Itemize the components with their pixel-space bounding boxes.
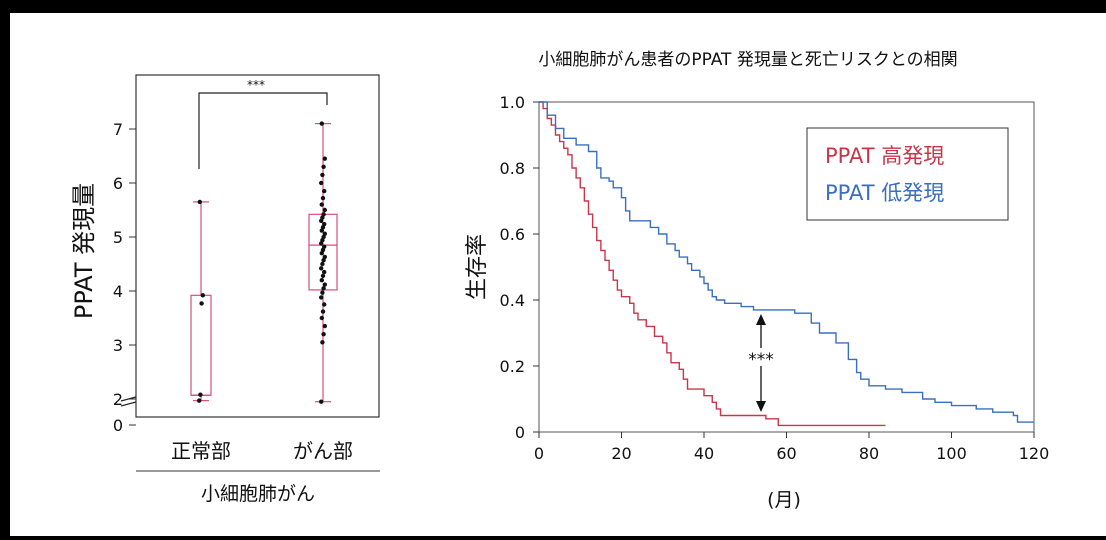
y-tick-label: 0 — [515, 423, 525, 442]
x-tick-label: 60 — [776, 444, 796, 463]
y-tick-label: 0.4 — [500, 291, 525, 310]
arrow-head-down — [756, 401, 766, 412]
legend-entry-high: PPAT 高発現 — [825, 144, 944, 168]
data-point — [322, 156, 327, 161]
data-point — [321, 212, 326, 217]
boxplot-y-tick-label: 0 — [113, 416, 123, 435]
data-point — [319, 278, 324, 283]
data-point — [322, 254, 327, 260]
annotation-bg — [742, 348, 780, 366]
data-point — [319, 121, 324, 126]
boxplot-y-axis: 0 2 3 4 5 6 7 — [113, 120, 136, 435]
data-point — [319, 399, 324, 404]
survival-curves — [539, 101, 1034, 427]
data-point — [322, 282, 327, 287]
legend-entry-low: PPAT 低発現 — [825, 181, 944, 205]
boxplot-y-tick-label: 6 — [113, 174, 123, 193]
data-point — [197, 199, 202, 205]
difference-arrow: *** — [742, 314, 780, 412]
boxplot-y-tick-label: 3 — [113, 336, 123, 355]
survival-x-label: (月) — [767, 489, 801, 511]
boxplot-plot-area — [135, 74, 380, 418]
data-point — [319, 202, 324, 207]
y-tick-label: 0.8 — [500, 159, 525, 178]
boxplot-category-label: 正常部 — [171, 439, 231, 463]
data-point — [322, 323, 327, 329]
series-line-low — [539, 101, 1034, 423]
boxplot-y-tick-label: 7 — [113, 120, 123, 139]
survival-axes: 0 20 40 60 80 100 120 0 0.2 0.4 0.6 0.8 1.0 — [500, 93, 1050, 463]
survival-chart: 小細胞肺がん患者のPPAT 発現量と死亡リスクとの相関 0 20 40 60 80 100… — [465, 50, 1049, 511]
data-point — [322, 269, 327, 275]
data-point — [321, 286, 326, 291]
data-point — [320, 273, 326, 279]
boxplot-y-label: PPAT 発現量 — [70, 183, 98, 319]
axis-break-mark — [120, 396, 137, 407]
boxplot-category-label: がん部 — [293, 439, 353, 463]
significance-stars: *** — [247, 78, 265, 92]
legend: PPAT 高発現 PPAT 低発現 — [806, 127, 1009, 221]
data-point — [322, 207, 327, 213]
data-point — [322, 188, 327, 194]
significance-bracket — [198, 92, 328, 169]
data-point — [320, 340, 325, 345]
data-point — [320, 261, 325, 267]
series-line-high — [539, 101, 886, 427]
x-tick-label: 20 — [611, 444, 631, 463]
data-point — [319, 295, 324, 300]
arrow-head-up — [756, 314, 766, 325]
legend-box — [806, 127, 1009, 221]
data-point — [319, 266, 324, 271]
data-point — [320, 309, 326, 314]
data-point — [320, 172, 325, 178]
figure-frame: 0 2 3 4 5 6 7 *** PPAT 発現量 正常部 がん部 小細胞肺がん 小細胞肺… — [10, 13, 1106, 536]
y-tick-label: 0.2 — [500, 357, 525, 376]
data-point — [322, 231, 327, 236]
data-point — [198, 392, 203, 397]
boxplot-chart: 0 2 3 4 5 6 7 *** PPAT 発現量 正常部 がん部 小細胞肺がん — [70, 74, 380, 505]
data-point — [197, 398, 202, 403]
x-tick-label: 120 — [1019, 444, 1050, 463]
boxplot-boxes — [190, 121, 338, 404]
data-point — [320, 195, 326, 201]
data-point — [322, 302, 327, 307]
data-point — [321, 332, 326, 337]
x-tick-label: 100 — [936, 444, 967, 463]
boxplot-y-tick-label: 4 — [113, 282, 123, 301]
survival-y-label: 生存率 — [465, 234, 490, 300]
boxplot-y-tick-label: 5 — [113, 228, 123, 247]
data-point — [319, 315, 324, 321]
x-tick-label: 40 — [694, 444, 714, 463]
survival-chart-title: 小細胞肺がん患者のPPAT 発現量と死亡リスクとの相関 — [538, 50, 957, 70]
data-point — [200, 293, 205, 298]
data-point — [319, 180, 324, 186]
data-point — [320, 290, 325, 295]
y-tick-label: 0.6 — [500, 225, 525, 244]
data-point — [322, 221, 327, 227]
data-point — [321, 164, 326, 169]
significance-annotation: *** — [748, 350, 774, 370]
x-tick-label: 0 — [534, 444, 544, 463]
figure-canvas: 0 2 3 4 5 6 7 *** PPAT 発現量 正常部 がん部 小細胞肺がん 小細胞肺… — [70, 50, 1049, 511]
boxplot-y-tick-label: 2 — [113, 390, 123, 409]
y-tick-label: 1.0 — [500, 93, 525, 112]
x-tick-label: 80 — [859, 444, 879, 463]
data-point — [199, 301, 204, 306]
data-point — [322, 244, 327, 249]
boxplot-x-label: 小細胞肺がん — [201, 483, 315, 505]
